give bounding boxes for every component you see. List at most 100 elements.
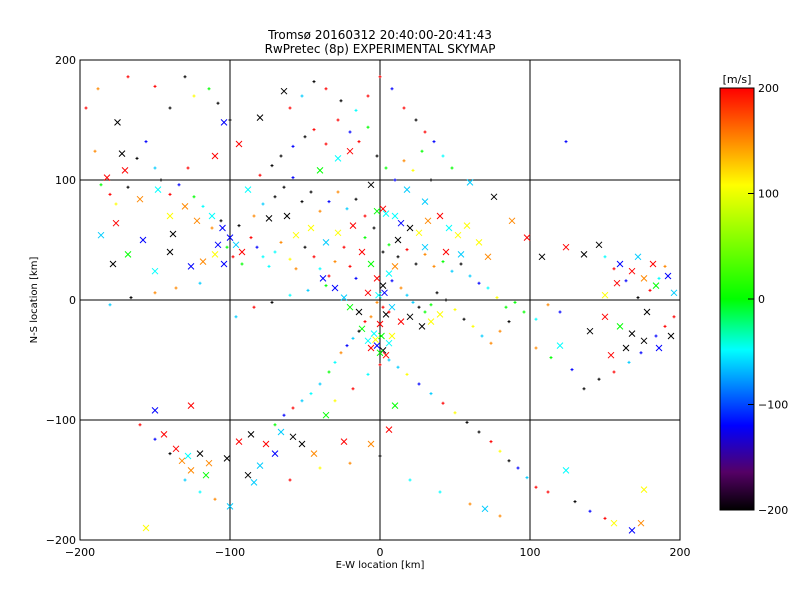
data-point-plus (459, 262, 463, 266)
data-point-x (118, 150, 126, 157)
data-point-x (193, 217, 201, 225)
data-point-x (181, 203, 189, 210)
data-point-plus (453, 411, 457, 415)
data-point-x (445, 224, 453, 232)
data-point-x (376, 349, 384, 357)
data-point-plus (366, 372, 370, 376)
data-point-plus (282, 413, 286, 417)
data-point-plus (663, 264, 667, 268)
data-point-x (103, 174, 111, 181)
data-point-plus (288, 478, 292, 482)
data-point-plus (429, 303, 433, 307)
data-point-plus (306, 288, 310, 292)
data-point-x (643, 308, 651, 316)
data-point-plus (381, 305, 385, 309)
data-point-plus (498, 514, 502, 518)
data-point-plus (279, 154, 283, 158)
data-point-plus (291, 176, 295, 180)
data-point-x (406, 224, 414, 232)
data-point-x (379, 205, 387, 213)
data-point-plus (291, 406, 295, 410)
data-point-x (235, 140, 243, 148)
data-point-x (372, 336, 379, 343)
data-point-plus (270, 164, 274, 168)
data-point-x (373, 275, 381, 282)
data-point-plus (369, 315, 373, 319)
data-point-x (457, 251, 465, 258)
data-point-x (601, 313, 609, 321)
data-point-plus (261, 255, 265, 259)
data-point-plus (477, 281, 481, 285)
data-point-x (334, 155, 342, 162)
data-point-x (97, 231, 105, 239)
data-point-x (607, 351, 615, 359)
data-point-plus (258, 173, 262, 177)
data-point-x (628, 527, 636, 534)
data-point-plus (378, 363, 382, 367)
data-point-plus (405, 248, 409, 252)
data-point-x (601, 291, 609, 299)
data-point-plus (414, 262, 418, 266)
data-point-x (271, 450, 279, 457)
data-point-plus (366, 125, 370, 129)
data-point-plus (573, 500, 577, 504)
data-point-plus (336, 118, 340, 122)
data-point-plus (333, 360, 337, 364)
x-axis-ticks: −200 −100 0 100 200 (65, 60, 691, 559)
data-point-x (640, 337, 648, 345)
data-point-x (367, 344, 375, 352)
data-point-plus (396, 255, 400, 259)
data-point-x (211, 251, 219, 258)
scatter-points (84, 75, 678, 534)
data-point-x (219, 224, 226, 232)
data-point-plus (435, 291, 439, 295)
data-point-x (382, 351, 390, 359)
data-point-plus (273, 195, 277, 199)
chart-subtitle: RwPretec (8p) EXPERIMENTAL SKYMAP (265, 42, 496, 56)
data-point-plus (429, 392, 433, 396)
data-point-plus (153, 437, 157, 441)
data-point-plus (516, 466, 520, 470)
data-point-plus (333, 399, 337, 403)
data-point-plus (303, 135, 307, 139)
data-point-x (385, 426, 393, 433)
data-point-x (256, 462, 264, 469)
data-point-plus (174, 286, 178, 290)
data-point-plus (327, 370, 331, 374)
data-point-plus (282, 185, 286, 189)
data-point-x (184, 452, 192, 460)
data-point-plus (627, 360, 631, 364)
data-point-plus (312, 128, 316, 132)
data-point-plus (192, 94, 196, 98)
data-point-x (349, 222, 357, 229)
data-point-plus (279, 240, 283, 244)
data-point-x (121, 167, 129, 174)
data-point-x (391, 212, 399, 220)
data-point-plus (405, 372, 409, 376)
data-point-x (340, 294, 348, 301)
data-point-plus (318, 209, 322, 213)
data-point-plus (351, 387, 355, 391)
data-point-plus (489, 440, 493, 444)
data-point-plus (153, 291, 157, 295)
data-point-plus (363, 320, 367, 324)
data-point-plus (255, 245, 259, 249)
data-point-x (616, 323, 624, 330)
data-point-plus (273, 423, 277, 427)
data-point-plus (93, 149, 97, 153)
data-point-x (376, 320, 384, 328)
data-point-x (187, 263, 195, 270)
colorbar-tick-label: −100 (758, 399, 788, 412)
data-point-plus (309, 190, 313, 194)
data-point-x (238, 248, 246, 256)
y-tick-label: 0 (69, 294, 76, 307)
data-point-plus (168, 106, 172, 110)
data-point-x (397, 219, 405, 227)
data-point-x (139, 236, 147, 244)
data-point-x (358, 248, 366, 256)
data-point-x (463, 222, 471, 229)
data-point-x (112, 219, 120, 227)
colorbar-label: [m/s] (723, 73, 752, 86)
data-point-plus (450, 166, 454, 170)
data-point-x (394, 236, 402, 244)
